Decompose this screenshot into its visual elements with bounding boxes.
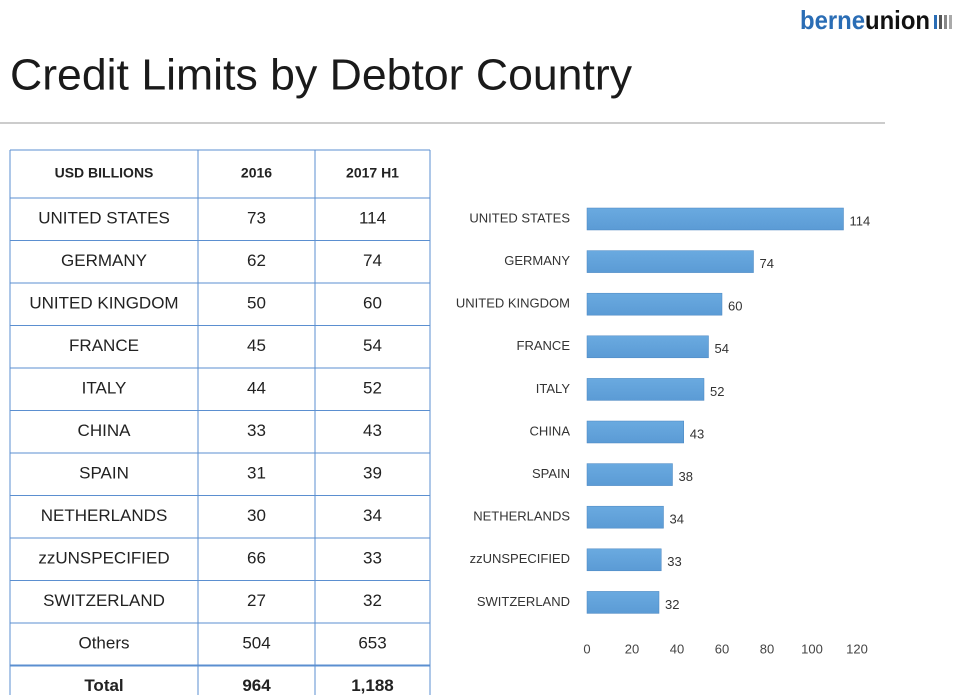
table-cell: CHINA bbox=[78, 421, 132, 440]
y-tick-label: zzUNSPECIFIED bbox=[470, 551, 570, 566]
table-cell: 45 bbox=[247, 336, 266, 355]
data-label: 60 bbox=[728, 299, 742, 314]
bar bbox=[586, 463, 673, 486]
y-tick-label: FRANCE bbox=[517, 338, 571, 353]
bar bbox=[586, 207, 844, 231]
table-header: 2017 H1 bbox=[346, 165, 399, 181]
table-cell: 504 bbox=[242, 634, 270, 653]
table-cell: SPAIN bbox=[79, 464, 129, 483]
table-cell: 60 bbox=[363, 294, 382, 313]
data-label: 32 bbox=[665, 597, 679, 612]
bar bbox=[586, 292, 723, 316]
x-tick-label: 20 bbox=[625, 641, 639, 656]
table-cell: UNITED KINGDOM bbox=[29, 294, 178, 313]
data-label: 43 bbox=[690, 426, 704, 441]
table-cell: zzUNSPECIFIED bbox=[38, 549, 169, 568]
table-cell: 32 bbox=[363, 591, 382, 610]
logo-part: berne bbox=[800, 5, 865, 35]
table-cell: 44 bbox=[247, 379, 266, 398]
logo-icon bbox=[934, 15, 952, 29]
table-cell: 33 bbox=[363, 549, 382, 568]
table-cell: 27 bbox=[247, 591, 266, 610]
table-cell: 33 bbox=[247, 421, 266, 440]
slide-title: Credit Limits by Debtor Country bbox=[10, 51, 632, 100]
table-cell: FRANCE bbox=[69, 336, 139, 355]
table-cell: 74 bbox=[363, 251, 382, 270]
bar bbox=[586, 548, 662, 572]
table-cell: NETHERLANDS bbox=[41, 506, 168, 525]
table-cell: 43 bbox=[363, 421, 382, 440]
x-tick-label: 60 bbox=[715, 641, 729, 656]
y-tick-label: SPAIN bbox=[532, 466, 570, 481]
table-cell: 1,188 bbox=[351, 676, 394, 695]
table-cell: 39 bbox=[363, 464, 382, 483]
x-tick-label: 100 bbox=[801, 641, 823, 656]
table-cell: 30 bbox=[247, 506, 266, 525]
table-cell: 66 bbox=[247, 549, 266, 568]
x-tick-label: 40 bbox=[670, 641, 684, 656]
table-cell: Others bbox=[78, 634, 129, 653]
bar bbox=[586, 505, 664, 529]
table-cell: 114 bbox=[359, 209, 386, 228]
logo: berneunion bbox=[800, 5, 930, 35]
bar bbox=[586, 250, 754, 273]
table-cell: 54 bbox=[363, 336, 382, 355]
y-tick-label: ITALY bbox=[536, 381, 571, 396]
y-tick-label: UNITED STATES bbox=[469, 210, 570, 225]
y-tick-label: GERMANY bbox=[504, 253, 570, 268]
bar bbox=[586, 335, 709, 359]
table-cell: 31 bbox=[247, 464, 266, 483]
data-label: 38 bbox=[679, 469, 693, 484]
logo-part: union bbox=[865, 5, 930, 35]
bar bbox=[586, 378, 705, 401]
x-tick-label: 120 bbox=[846, 641, 868, 656]
table-cell: ITALY bbox=[82, 379, 127, 398]
data-label: 54 bbox=[715, 341, 729, 356]
data-label: 114 bbox=[850, 213, 871, 228]
table-cell: 653 bbox=[358, 634, 386, 653]
data-label: 34 bbox=[670, 512, 684, 527]
table-cell: 964 bbox=[242, 676, 271, 695]
table-cell: 34 bbox=[363, 506, 382, 525]
y-tick-label: CHINA bbox=[530, 423, 571, 438]
table-cell: UNITED STATES bbox=[38, 209, 170, 228]
table-cell: 52 bbox=[363, 379, 382, 398]
table-header: 2016 bbox=[241, 165, 272, 181]
table-cell: SWITZERLAND bbox=[43, 591, 165, 610]
y-tick-label: SWITZERLAND bbox=[477, 594, 570, 609]
y-tick-label: NETHERLANDS bbox=[473, 509, 570, 524]
table-cell: 62 bbox=[247, 251, 266, 270]
bar bbox=[586, 420, 684, 444]
data-label: 74 bbox=[760, 256, 774, 271]
bar bbox=[586, 591, 660, 614]
data-label: 52 bbox=[710, 384, 724, 399]
x-tick-label: 0 bbox=[583, 641, 590, 656]
table-header: USD BILLIONS bbox=[55, 165, 154, 181]
table-cell: GERMANY bbox=[61, 251, 147, 270]
table-cell: Total bbox=[84, 676, 123, 695]
y-tick-label: UNITED KINGDOM bbox=[456, 296, 570, 311]
x-tick-label: 80 bbox=[760, 641, 774, 656]
table-cell: 73 bbox=[247, 209, 266, 228]
table-cell: 50 bbox=[247, 294, 266, 313]
data-label: 33 bbox=[667, 554, 681, 569]
